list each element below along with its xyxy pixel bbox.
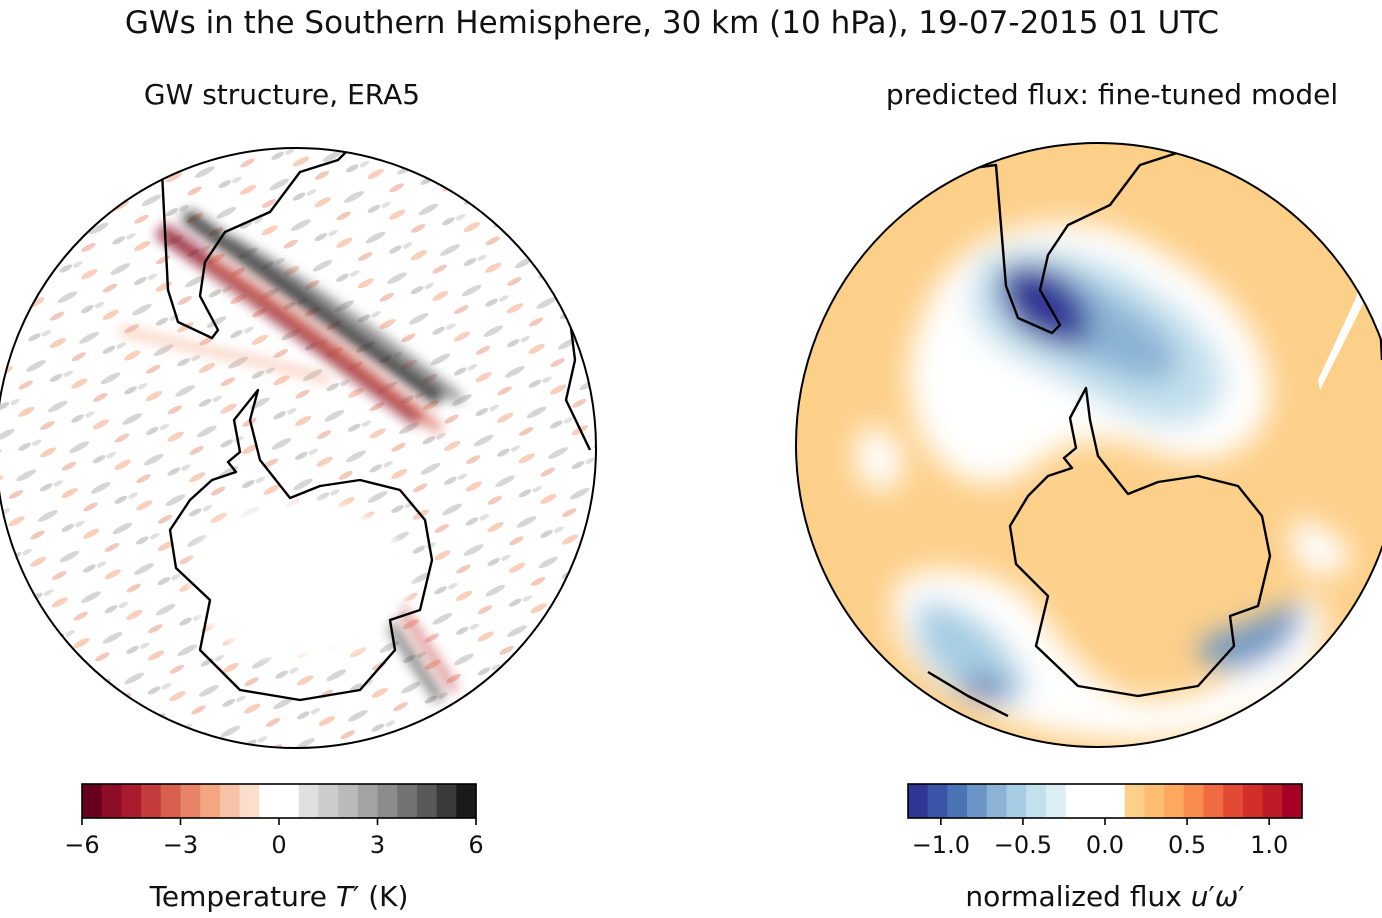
- colorbar-left-swatch: [239, 784, 260, 818]
- colorbar-right-swatch: [927, 784, 948, 818]
- colorbar-left-swatch: [180, 784, 201, 818]
- colorbar-left-swatch: [121, 784, 142, 818]
- colorbar-right-swatch: [1026, 784, 1047, 818]
- colorbar-left-swatch: [259, 784, 280, 818]
- colorbar-left-swatch: [141, 784, 162, 818]
- south-america-coast-right: [879, 143, 1203, 335]
- colorbar-left-label: Temperature T′ (K): [149, 880, 409, 913]
- colorbar-right-swatch: [1105, 784, 1126, 818]
- map-left: [0, 148, 596, 748]
- colorbar-right-swatches: [908, 784, 1303, 818]
- colorbar-right-tick-label: 0.5: [1168, 831, 1206, 859]
- colorbar-right-swatch: [1144, 784, 1165, 818]
- colorbar-left-swatch: [377, 784, 398, 818]
- colorbar-right-label: normalized flux u′ω′: [965, 880, 1244, 913]
- colorbar-left-swatch: [200, 784, 221, 818]
- colorbar-left-swatch: [436, 784, 457, 818]
- panel-gw-structure: GW structure, ERA5: [0, 78, 597, 913]
- colorbar-right-swatch: [1203, 784, 1224, 818]
- map-left-calm-interior: [190, 500, 410, 660]
- colorbar-left-swatch: [416, 784, 438, 818]
- colorbar-right-swatch: [967, 784, 988, 818]
- colorbar-left-swatch: [101, 784, 122, 818]
- colorbar-right-swatch: [1164, 784, 1185, 818]
- colorbar-left-swatch: [219, 784, 241, 818]
- panel-predicted-flux: predicted flux: fine-tuned model: [795, 78, 1382, 913]
- colorbar-left-ticks: −6 −3 0 3 6: [64, 818, 484, 859]
- colorbar-right-swatch: [1085, 784, 1106, 818]
- colorbar-right-swatch: [908, 784, 929, 818]
- colorbar-left-swatch: [82, 784, 103, 818]
- colorbar-right-tick-label: −0.5: [994, 831, 1052, 859]
- colorbar-left-tick-label: 6: [468, 831, 483, 859]
- panel-right-title: predicted flux: fine-tuned model: [886, 78, 1338, 111]
- colorbar-left-tick-label: 3: [370, 831, 385, 859]
- colorbar-right-swatch: [1045, 784, 1067, 818]
- colorbar-right-swatch: [1282, 784, 1303, 818]
- colorbar-right-swatch: [1006, 784, 1027, 818]
- map-left-frame: [0, 147, 597, 749]
- colorbar-left-swatch: [357, 784, 379, 818]
- colorbar-right-ticks: −1.0 −0.5 0.0 0.5 1.0: [912, 818, 1288, 859]
- australia-coast-right: [927, 670, 1009, 718]
- panel-left-title: GW structure, ERA5: [144, 78, 420, 111]
- colorbar-right-swatch: [1124, 784, 1145, 818]
- colorbar-left: −6 −3 0 3 6 Temperature T′ (K): [64, 783, 484, 913]
- map-right-flux-field: [855, 222, 1350, 741]
- colorbar-right-swatch: [1223, 784, 1244, 818]
- colorbar-left-swatch: [338, 784, 359, 818]
- africa-coast-left: [564, 319, 592, 451]
- colorbar-right-swatch: [1183, 784, 1205, 818]
- map-right: [796, 143, 1382, 747]
- colorbar-right-swatch: [1242, 784, 1264, 818]
- colorbar-left-swatch: [279, 784, 300, 818]
- colorbar-right-tick-label: 0.0: [1086, 831, 1124, 859]
- colorbar-left-tick-label: −6: [64, 831, 99, 859]
- colorbar-left-tick-label: −3: [163, 831, 198, 859]
- south-america-coast-left: [39, 148, 361, 340]
- antarctica-coast-left: [168, 388, 434, 702]
- figure-title: GWs in the Southern Hemisphere, 30 km (1…: [125, 5, 1219, 41]
- colorbar-right-tick-label: −1.0: [912, 831, 970, 859]
- colorbar-left-swatch: [298, 784, 319, 818]
- colorbar-left-swatch: [160, 784, 182, 818]
- colorbar-right-swatch: [1065, 784, 1086, 818]
- colorbar-left-swatch: [456, 784, 477, 818]
- map-right-frame: [795, 142, 1382, 748]
- colorbar-left-tick-label: 0: [271, 831, 286, 859]
- colorbar-right-tick-label: 1.0: [1250, 831, 1288, 859]
- map-left-wave-packets: [119, 209, 464, 703]
- colorbar-right-swatch: [1262, 784, 1283, 818]
- colorbar-left-swatch: [318, 784, 339, 818]
- colorbar-left-swatch: [397, 784, 418, 818]
- antarctica-coast-right: [1008, 386, 1272, 698]
- colorbar-left-swatches: [82, 784, 477, 818]
- colorbar-right-swatch: [986, 784, 1008, 818]
- colorbar-right: −1.0 −0.5 0.0 0.5 1.0 normalized flux u′ω′: [907, 783, 1303, 913]
- colorbar-right-swatch: [947, 784, 968, 818]
